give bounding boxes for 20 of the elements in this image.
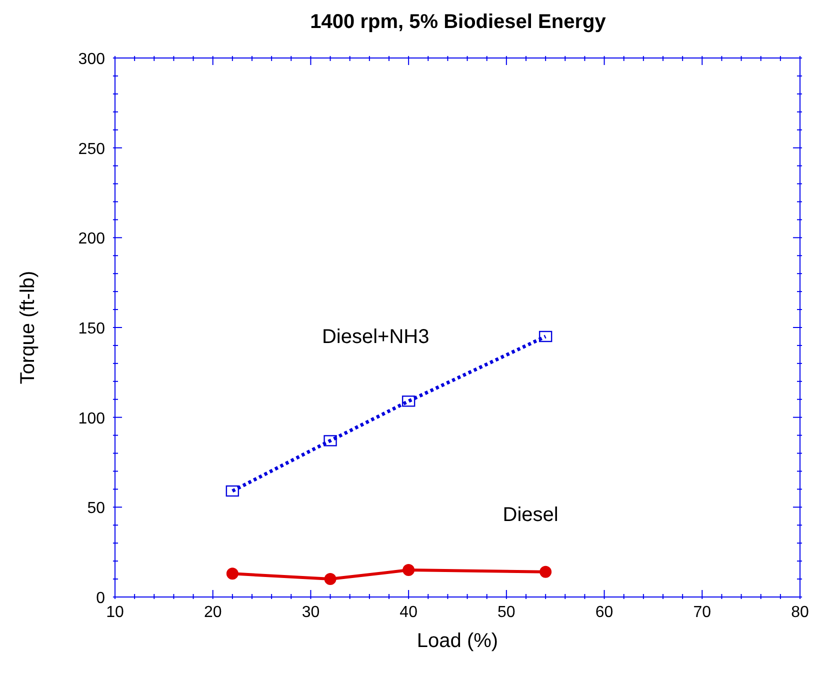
- x-tick-label: 70: [693, 604, 712, 621]
- y-tick-label: 100: [78, 410, 106, 428]
- y-tick-label: 200: [78, 230, 106, 248]
- x-tick-label: 40: [400, 604, 418, 621]
- y-tick-label: 250: [78, 140, 106, 158]
- x-tick-label: 50: [498, 604, 516, 621]
- x-tick-label: 10: [106, 604, 124, 621]
- x-tick-label: 80: [791, 604, 809, 621]
- x-axis-title: Load (%): [416, 630, 498, 652]
- y-tick-label: 50: [87, 500, 106, 518]
- text: Diesel: [502, 504, 558, 526]
- y-tick-label: 300: [78, 51, 106, 68]
- y-axis-title: Torque (ft-lb): [17, 270, 40, 384]
- x-tick-label: 30: [302, 604, 320, 621]
- x-tick-label: 60: [595, 604, 614, 621]
- y-tick-label: 0: [96, 590, 106, 607]
- series-label: Diesel+NH3: [322, 326, 430, 348]
- x-tick-label: 20: [204, 604, 222, 621]
- y-tick-label: 150: [78, 320, 106, 338]
- chart-title: 1400 rpm, 5% Biodiesel Energy: [309, 10, 607, 35]
